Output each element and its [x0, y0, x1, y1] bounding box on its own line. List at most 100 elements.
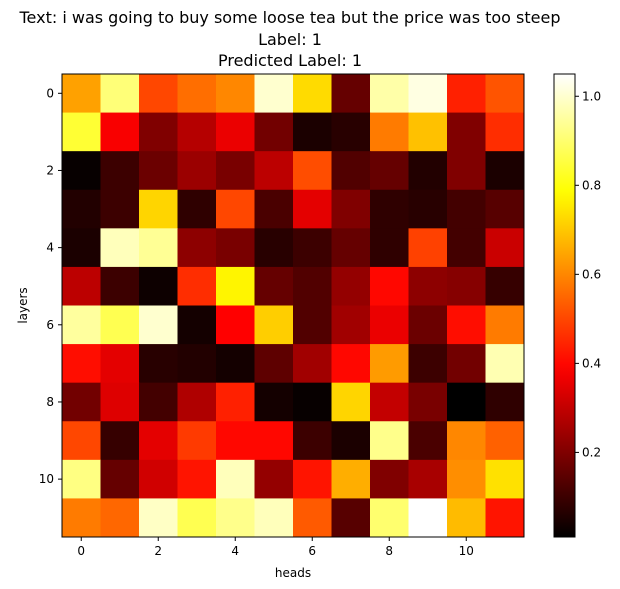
heatmap-cell — [255, 228, 294, 267]
y-axis-label: layers — [16, 287, 30, 323]
heatmap-cell — [447, 113, 486, 152]
heatmap-cell — [293, 498, 332, 537]
heatmap-cell — [409, 267, 448, 306]
heatmap-cell — [293, 460, 332, 499]
heatmap-cell — [216, 228, 255, 267]
heatmap-cell — [447, 190, 486, 229]
heatmap-cell — [332, 460, 371, 499]
heatmap-cell — [139, 228, 178, 267]
heatmap-cell — [255, 113, 294, 152]
heatmap-cell — [409, 383, 448, 422]
heatmap-cell — [255, 498, 294, 537]
x-tick-label: 4 — [231, 544, 239, 558]
heatmap-cell — [178, 460, 217, 499]
heatmap-cell — [178, 306, 217, 345]
heatmap-cell — [178, 267, 217, 306]
y-tick-label: 8 — [46, 395, 54, 409]
heatmap-cell — [409, 421, 448, 460]
heatmap-cell — [139, 190, 178, 229]
heatmap-cell — [486, 421, 525, 460]
y-tick-label: 4 — [46, 241, 54, 255]
heatmap-cell — [409, 190, 448, 229]
heatmap-cell — [139, 344, 178, 383]
heatmap-cell — [255, 421, 294, 460]
heatmap-cell — [216, 383, 255, 422]
y-tick-label: 2 — [46, 163, 54, 177]
heatmap-cell — [101, 74, 140, 113]
heatmap-cell — [370, 74, 409, 113]
heatmap-cell — [139, 267, 178, 306]
heatmap-cell — [101, 383, 140, 422]
colorbar-tick-label: 0.4 — [582, 356, 601, 370]
heatmap-cell — [332, 344, 371, 383]
heatmap-cell — [101, 498, 140, 537]
heatmap-cell — [62, 228, 101, 267]
heatmap-cell — [62, 151, 101, 190]
heatmap-cell — [178, 113, 217, 152]
heatmap-cell — [447, 306, 486, 345]
heatmap-cell — [62, 421, 101, 460]
heatmap-cell — [101, 267, 140, 306]
heatmap-cell — [139, 460, 178, 499]
heatmap-cell — [447, 498, 486, 537]
heatmap-cell — [178, 151, 217, 190]
heatmap-cell — [332, 113, 371, 152]
heatmap-cell — [216, 267, 255, 306]
x-tick-label: 0 — [77, 544, 85, 558]
heatmap-cell — [370, 190, 409, 229]
heatmap-cell — [178, 498, 217, 537]
heatmap-cell — [332, 306, 371, 345]
heatmap-cell — [332, 267, 371, 306]
heatmap-cell — [332, 421, 371, 460]
heatmap-cell — [255, 151, 294, 190]
heatmap-cell — [255, 74, 294, 113]
heatmap-cell — [101, 421, 140, 460]
heatmap-cell — [409, 113, 448, 152]
heatmap-cell — [101, 113, 140, 152]
y-tick-label: 0 — [46, 86, 54, 100]
heatmap-cell — [486, 460, 525, 499]
heatmap-cell — [409, 498, 448, 537]
heatmap-cell — [486, 498, 525, 537]
heatmap-cell — [332, 498, 371, 537]
heatmap-cell — [447, 74, 486, 113]
heatmap-cell — [178, 228, 217, 267]
heatmap-cell — [447, 267, 486, 306]
heatmap-cell — [293, 151, 332, 190]
heatmap-cell — [216, 460, 255, 499]
heatmap-cell — [139, 74, 178, 113]
heatmap-cell — [216, 151, 255, 190]
heatmap-cell — [409, 460, 448, 499]
heatmap-cell — [139, 421, 178, 460]
colorbar-tick-label: 1.0 — [582, 89, 601, 103]
heatmap-cell — [101, 190, 140, 229]
heatmap-cell — [139, 113, 178, 152]
heatmap-cell — [178, 383, 217, 422]
heatmap-cell — [62, 344, 101, 383]
heatmap-cell — [255, 306, 294, 345]
x-tick-label: 2 — [154, 544, 162, 558]
heatmap-cell — [370, 151, 409, 190]
heatmap-cell — [101, 151, 140, 190]
heatmap-cell — [486, 344, 525, 383]
heatmap-cell — [101, 460, 140, 499]
heatmap-cell — [139, 383, 178, 422]
heatmap-cell — [255, 267, 294, 306]
colorbar-axis: 0.2 0.4 0.6 0.8 1.0 — [575, 89, 601, 459]
heatmap-cell — [293, 306, 332, 345]
x-tick-label: 8 — [385, 544, 393, 558]
heatmap-cell — [370, 344, 409, 383]
heatmap-cell — [62, 460, 101, 499]
y-tick-label: 10 — [39, 472, 54, 486]
x-axis-label: heads — [275, 566, 311, 580]
heatmap-cell — [486, 228, 525, 267]
heatmap-cell — [486, 74, 525, 113]
heatmap-cell — [370, 267, 409, 306]
heatmap-cell — [62, 498, 101, 537]
heatmap-cell — [293, 74, 332, 113]
heatmap-cell — [370, 306, 409, 345]
y-tick-label: 6 — [46, 318, 54, 332]
heatmap-cell — [293, 267, 332, 306]
heatmap-cell — [486, 306, 525, 345]
